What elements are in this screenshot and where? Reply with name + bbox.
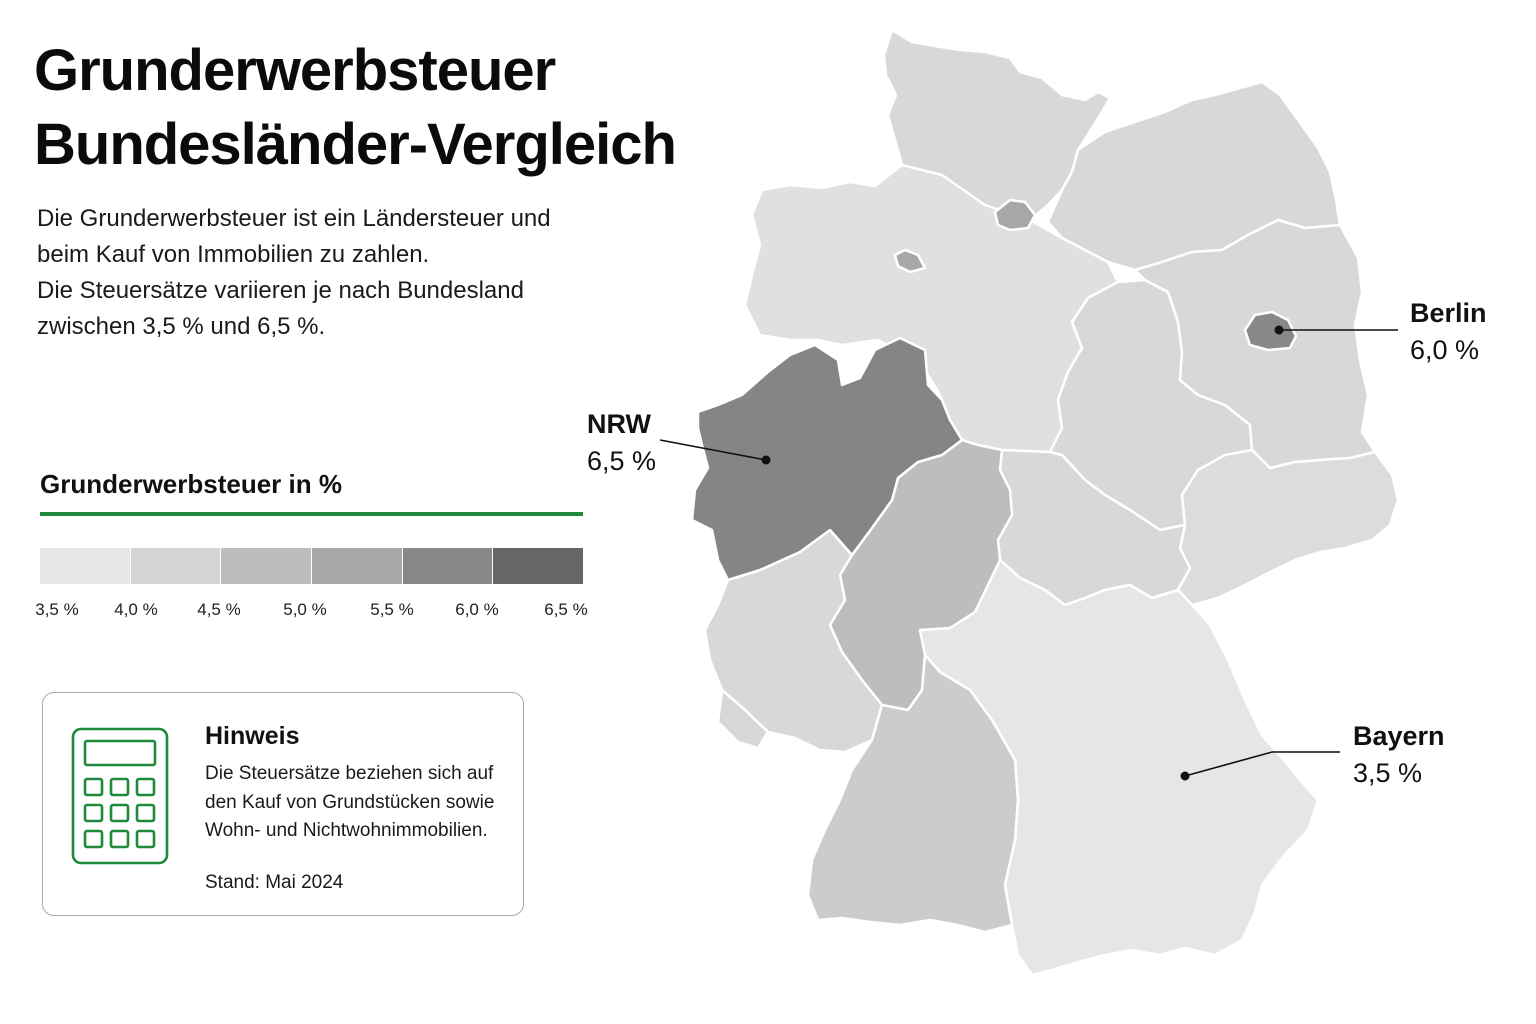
nrw-marker-dot — [761, 455, 771, 465]
hinweis-line-3: Wohn- und Nichtwohnimmobilien. — [205, 820, 488, 841]
bayern-value: 3,5 % — [1353, 758, 1423, 788]
legend-swatch — [312, 548, 403, 584]
legend-color-scale — [40, 548, 584, 584]
state-berlin — [1243, 310, 1298, 352]
hinweis-box: Hinweis Die Steuersätze beziehen sich au… — [42, 692, 524, 916]
legend-tick: 5,0 % — [283, 600, 327, 619]
berlin-marker-dot — [1274, 325, 1284, 335]
state-baden-wuerttemberg — [806, 653, 1020, 934]
legend-tick: 5,5 % — [370, 600, 414, 619]
state-saarland — [716, 688, 770, 750]
legend-accent-rule — [40, 512, 583, 516]
intro-text: Die Grunderwerbsteuer ist ein Ländersteu… — [37, 201, 597, 345]
legend-swatch — [221, 548, 313, 584]
intro-line-1: Die Grunderwerbsteuer ist ein Ländersteu… — [37, 205, 551, 232]
nrw-label: NRW — [587, 409, 651, 439]
bayern-leader-line — [1184, 751, 1273, 777]
legend-swatch — [40, 548, 131, 584]
legend-swatch — [493, 548, 584, 584]
state-nordrhein-westfalen — [690, 336, 964, 582]
berlin-label: Berlin — [1410, 298, 1487, 328]
legend-swatch — [402, 548, 494, 584]
hinweis-line-1: Die Steuersätze beziehen sich auf — [205, 763, 494, 784]
bayern-label: Bayern — [1353, 721, 1445, 751]
page-title: Grunderwerbsteuer Bundesländer-Vergleich — [34, 34, 677, 182]
intro-line-3: Die Steuersätze variieren je nach Bundes… — [37, 277, 524, 304]
state-sachsen — [1176, 448, 1400, 607]
state-hamburg — [993, 198, 1037, 232]
legend-tick: 4,0 % — [114, 600, 158, 619]
title-line-1: Grunderwerbsteuer — [34, 38, 556, 103]
hinweis-text: Die Steuersätze beziehen sich auf den Ka… — [205, 760, 505, 846]
calculator-outline — [71, 727, 169, 865]
intro-line-4: zwischen 3,5 % und 6,5 %. — [37, 313, 326, 340]
hinweis-line-2: den Kauf von Grundstücken sowie — [205, 791, 495, 813]
legend-tick: 6,0 % — [455, 600, 499, 619]
legend-tick: 4,5 % — [197, 600, 241, 619]
berlin-value: 6,0 % — [1410, 335, 1480, 365]
legend-tick: 3,5 % — [35, 600, 79, 619]
hinweis-title: Hinweis — [205, 722, 300, 750]
hinweis-date: Stand: Mai 2024 — [205, 872, 344, 893]
title-line-2: Bundesländer-Vergleich — [34, 112, 677, 177]
bayern-marker-dot — [1180, 771, 1190, 781]
legend-swatch — [130, 548, 222, 584]
legend-tick-labels: 3,5 % 4,0 % 4,5 % 5,0 % 5,5 % 6,0 % 6,5 … — [0, 599, 620, 623]
nrw-value: 6,5 % — [587, 446, 657, 476]
nrw-leader-line — [659, 439, 767, 461]
intro-line-2: beim Kauf von Immobilien zu zahlen. — [37, 241, 430, 268]
calculator-icon — [71, 727, 169, 865]
legend-title: Grunderwerbsteuer in % — [40, 469, 342, 499]
legend-tick: 6,5 % — [544, 600, 588, 619]
state-bremen — [893, 248, 927, 274]
